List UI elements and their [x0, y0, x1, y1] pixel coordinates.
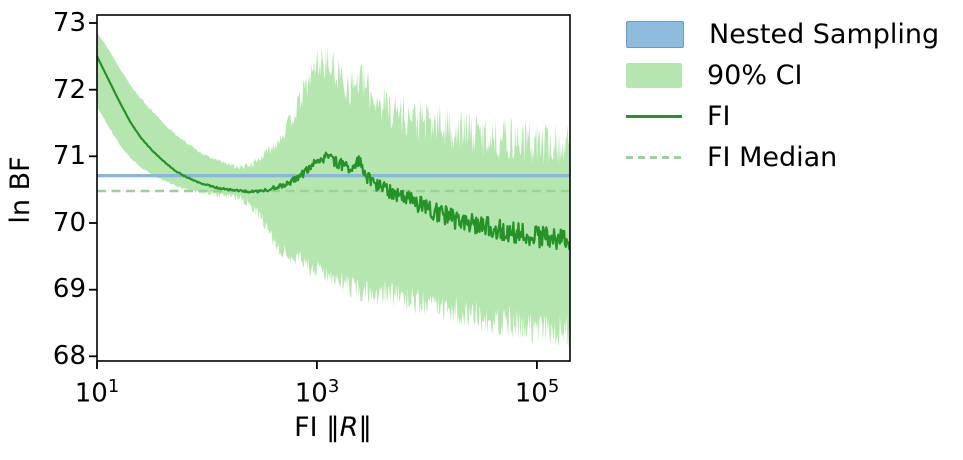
fi-median-swatch: [626, 156, 682, 159]
nested-sampling-swatch: [626, 21, 684, 48]
tick-marks: [89, 22, 538, 369]
x-tick-exp: 3: [327, 376, 340, 397]
x-label-variable: R: [339, 412, 359, 443]
y-tick-label: 68: [52, 341, 86, 371]
legend-label: Nested Sampling: [709, 19, 940, 50]
legend: Nested Sampling 90% CI FI FI Median: [626, 14, 939, 178]
x-tick-base: 10: [294, 378, 328, 409]
x-tick-exp: 5: [547, 376, 560, 397]
axes-spines: [96, 14, 571, 362]
x-tick-exp: 1: [107, 376, 120, 397]
x-label-prefix: FI ‖: [294, 412, 340, 443]
nested-sampling-band: [97, 174, 570, 178]
y-tick-label: 69: [52, 274, 86, 304]
y-axis-label: ln BF: [5, 156, 36, 224]
legend-item-fi: FI: [626, 96, 939, 137]
fi-line-swatch: [626, 115, 682, 118]
x-tick-base: 10: [514, 378, 548, 409]
legend-item-ci: 90% CI: [626, 55, 939, 96]
x-tick-label: 103: [267, 372, 367, 409]
x-label-suffix: ‖: [358, 412, 372, 443]
fi-line: [96, 55, 571, 251]
y-tick-label: 71: [52, 141, 86, 171]
legend-label: 90% CI: [707, 60, 803, 91]
ci-band-area: [97, 31, 570, 347]
legend-item-fi-median: FI Median: [626, 137, 939, 178]
y-tick-label: 70: [52, 208, 86, 238]
x-tick-label: 101: [47, 372, 147, 409]
legend-label: FI: [707, 101, 731, 132]
legend-item-nested-sampling: Nested Sampling: [626, 14, 939, 55]
x-tick-base: 10: [74, 378, 108, 409]
y-tick-label: 73: [52, 8, 86, 38]
y-tick-label: 72: [52, 75, 86, 105]
x-tick-label: 105: [487, 372, 587, 409]
ci-swatch: [626, 63, 682, 88]
x-axis-label: FI ‖R‖: [213, 412, 453, 443]
legend-label: FI Median: [707, 142, 838, 173]
